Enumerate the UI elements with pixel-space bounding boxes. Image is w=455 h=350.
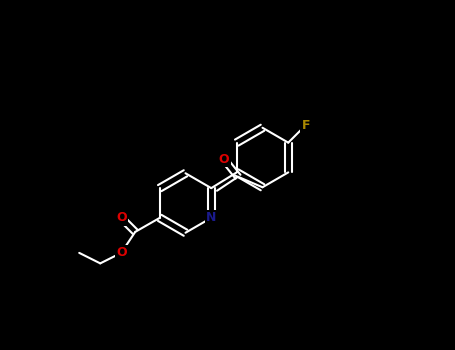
Text: O: O bbox=[116, 211, 126, 224]
Text: F: F bbox=[302, 119, 310, 132]
Text: O: O bbox=[219, 153, 229, 166]
Text: O: O bbox=[116, 246, 126, 259]
Text: N: N bbox=[206, 211, 217, 224]
